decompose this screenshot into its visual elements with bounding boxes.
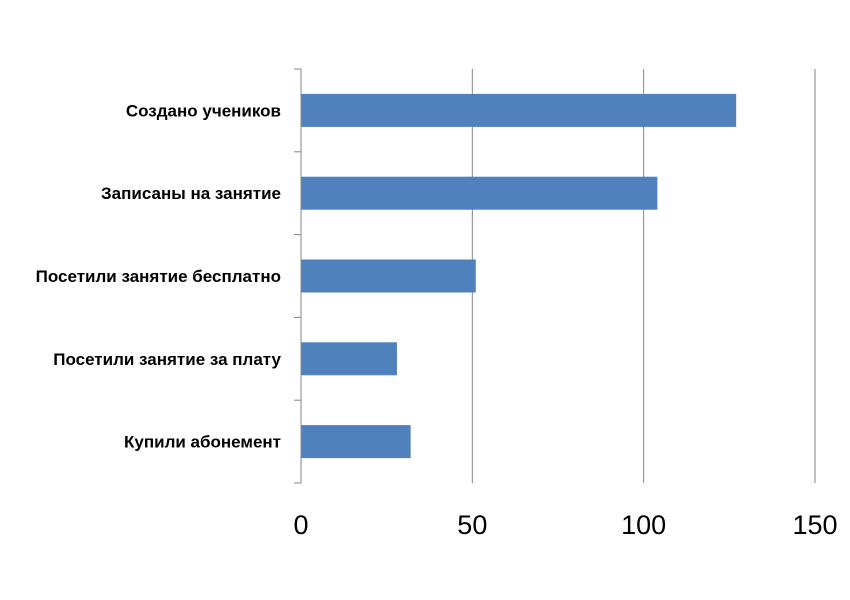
gridlines xyxy=(471,69,816,483)
x-tick-label: 50 xyxy=(457,510,487,540)
x-tick-label: 150 xyxy=(792,510,837,540)
value-tick-labels: 0 50 100 150 xyxy=(293,510,837,540)
bar-2 xyxy=(301,259,476,293)
bar-1 xyxy=(301,176,658,210)
bars xyxy=(301,93,737,459)
category-label: Посетили занятие бесплатно xyxy=(36,267,281,286)
category-label: Записаны на занятие xyxy=(101,184,281,203)
x-tick-label: 0 xyxy=(293,510,308,540)
category-axis xyxy=(294,68,302,484)
category-labels: Создано учеников Записаны на занятие Посет… xyxy=(36,101,282,451)
category-label: Купили абонемент xyxy=(124,433,281,452)
bar-0 xyxy=(301,93,737,127)
category-label: Создано учеников xyxy=(126,101,281,120)
category-label: Посетили занятие за плату xyxy=(53,350,281,369)
x-tick-label: 100 xyxy=(621,510,666,540)
bar-4 xyxy=(301,425,411,459)
bar-3 xyxy=(301,342,397,376)
